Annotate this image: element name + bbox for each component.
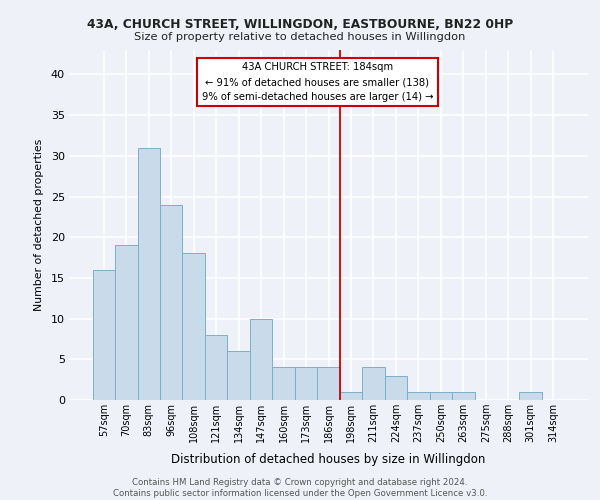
Text: 43A, CHURCH STREET, WILLINGDON, EASTBOURNE, BN22 0HP: 43A, CHURCH STREET, WILLINGDON, EASTBOUR… [87, 18, 513, 30]
Bar [317, 368, 340, 400]
Bar [385, 376, 407, 400]
Bar [340, 392, 362, 400]
Text: Size of property relative to detached houses in Willingdon: Size of property relative to detached ho… [134, 32, 466, 42]
Bar [137, 148, 160, 400]
Bar [92, 270, 115, 400]
X-axis label: Distribution of detached houses by size in Willingdon: Distribution of detached houses by size … [172, 454, 485, 466]
Bar [227, 351, 250, 400]
Bar [160, 204, 182, 400]
Bar [272, 368, 295, 400]
Bar [182, 254, 205, 400]
Bar [295, 368, 317, 400]
Text: Contains HM Land Registry data © Crown copyright and database right 2024.
Contai: Contains HM Land Registry data © Crown c… [113, 478, 487, 498]
Bar [430, 392, 452, 400]
Bar [407, 392, 430, 400]
Bar [520, 392, 542, 400]
Text: 43A CHURCH STREET: 184sqm
← 91% of detached houses are smaller (138)
9% of semi-: 43A CHURCH STREET: 184sqm ← 91% of detac… [202, 62, 433, 102]
Bar [362, 368, 385, 400]
Y-axis label: Number of detached properties: Number of detached properties [34, 139, 44, 311]
Bar [115, 246, 137, 400]
Bar [205, 335, 227, 400]
Bar [452, 392, 475, 400]
Bar [250, 318, 272, 400]
